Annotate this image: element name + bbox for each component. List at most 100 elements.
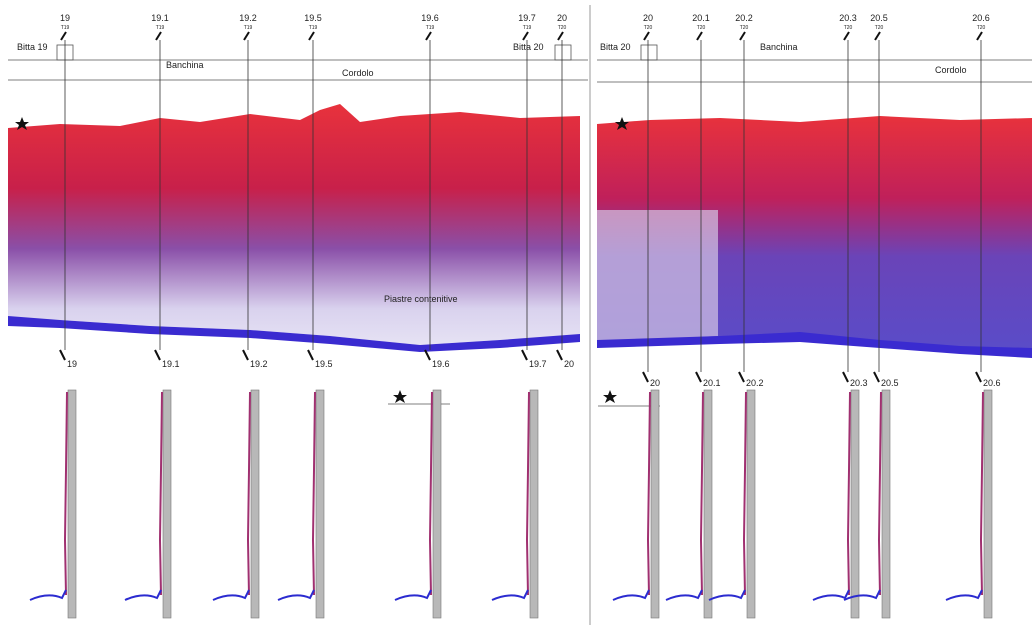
- profile-wall: [650, 389, 660, 619]
- banchina-label: Banchina: [760, 42, 798, 52]
- section-tick: [843, 31, 850, 41]
- bitta-label: Bitta 20: [513, 42, 544, 52]
- section-label: 20.3: [839, 13, 857, 23]
- section-sub: T19: [523, 25, 532, 31]
- cordolo-label: Cordolo: [935, 65, 967, 75]
- profile-scan: [979, 391, 984, 596]
- section-label: 20.6: [972, 13, 990, 23]
- section-tick: [60, 31, 67, 41]
- section-tick: [424, 349, 431, 361]
- section-label: 19.1: [151, 13, 169, 23]
- section-sub: T19: [244, 25, 253, 31]
- point-cloud-light: [597, 210, 718, 342]
- section-label-bottom: 20.2: [746, 378, 764, 388]
- profile-wall: [432, 389, 442, 619]
- profile-scan: [742, 391, 747, 596]
- section-sub: T19: [156, 25, 165, 31]
- profile-scan: [646, 391, 651, 596]
- profile-seabed: [29, 589, 67, 601]
- profile-seabed: [277, 589, 315, 601]
- bitta-label: Bitta 20: [600, 42, 631, 52]
- section-sub: T19: [426, 25, 435, 31]
- section-tick: [59, 349, 66, 361]
- section-tick: [643, 31, 650, 41]
- right-panel: Bitta 20 Banchina Cordolo: [597, 42, 1032, 407]
- profile-scan: [428, 391, 433, 596]
- section-label-bottom: 19.6: [432, 359, 450, 369]
- section-label: 19.5: [304, 13, 322, 23]
- section-label-bottom: 20.1: [703, 378, 721, 388]
- section-label-bottom: 19.7: [529, 359, 547, 369]
- section-label: 20: [643, 13, 653, 23]
- star-marker: [393, 390, 407, 403]
- bitta-label: Bitta 19: [17, 42, 48, 52]
- profile-seabed: [708, 589, 746, 601]
- point-cloud: [8, 104, 580, 345]
- section-tick: [556, 349, 563, 361]
- section-tick: [557, 31, 564, 41]
- section-label: 19.2: [239, 13, 257, 23]
- profile-scan: [846, 391, 851, 596]
- profile-wall: [250, 389, 260, 619]
- section-tick: [976, 31, 983, 41]
- star-marker: [615, 117, 629, 130]
- profile-seabed: [394, 589, 432, 601]
- section-label: 20: [557, 13, 567, 23]
- profile-scan: [158, 391, 163, 596]
- profile-wall: [162, 389, 172, 619]
- section-tick: [307, 349, 314, 361]
- profile-seabed: [124, 589, 162, 601]
- profile-scan: [246, 391, 251, 596]
- section-tick: [522, 31, 529, 41]
- plates-label: Piastre contenitive: [384, 294, 458, 304]
- section-tick: [154, 349, 161, 361]
- section-tick: [242, 349, 249, 361]
- profile-wall: [850, 389, 860, 619]
- section-tick: [842, 371, 849, 383]
- section-tick: [308, 31, 315, 41]
- section-sub: T19: [61, 25, 70, 31]
- profile-wall: [881, 389, 891, 619]
- section-sub: T20: [644, 25, 653, 31]
- profile-scan: [311, 391, 316, 596]
- section-tick: [738, 371, 745, 383]
- profile-scan: [877, 391, 882, 596]
- section-tick: [521, 349, 528, 361]
- section-sub: T20: [740, 25, 749, 31]
- seabed: [597, 332, 1032, 358]
- section-tick: [696, 31, 703, 41]
- section-sub: T20: [875, 25, 884, 31]
- section-tick: [873, 371, 880, 383]
- section-sub: T20: [844, 25, 853, 31]
- profile-seabed: [612, 589, 650, 601]
- section-label: 19.6: [421, 13, 439, 23]
- seabed: [8, 316, 580, 352]
- profile-seabed: [212, 589, 250, 601]
- section-label-bottom: 20.5: [881, 378, 899, 388]
- cordolo-label: Cordolo: [342, 68, 374, 78]
- profile-wall: [315, 389, 325, 619]
- star-marker: [15, 117, 29, 130]
- left-panel: Bitta 19 Bitta 20 Banchina Cordolo Piast…: [8, 42, 588, 405]
- section-tick: [695, 371, 702, 383]
- profile-wall: [703, 389, 713, 619]
- profile-wall: [983, 389, 993, 619]
- star-marker: [603, 390, 617, 403]
- section-label-bottom: 20: [564, 359, 574, 369]
- section-label-bottom: 19.1: [162, 359, 180, 369]
- section-label-bottom: 19.5: [315, 359, 333, 369]
- section-tick: [155, 31, 162, 41]
- section-label: 19.7: [518, 13, 536, 23]
- profile-scan: [63, 391, 68, 596]
- bollard: [640, 44, 658, 61]
- section-tick: [739, 31, 746, 41]
- section-sub: T20: [977, 25, 986, 31]
- section-label: 20.5: [870, 13, 888, 23]
- bollard: [554, 44, 572, 61]
- section-label: 19: [60, 13, 70, 23]
- profile-wall: [746, 389, 756, 619]
- section-tick: [425, 31, 432, 41]
- section-label-bottom: 19: [67, 359, 77, 369]
- section-label-bottom: 19.2: [250, 359, 268, 369]
